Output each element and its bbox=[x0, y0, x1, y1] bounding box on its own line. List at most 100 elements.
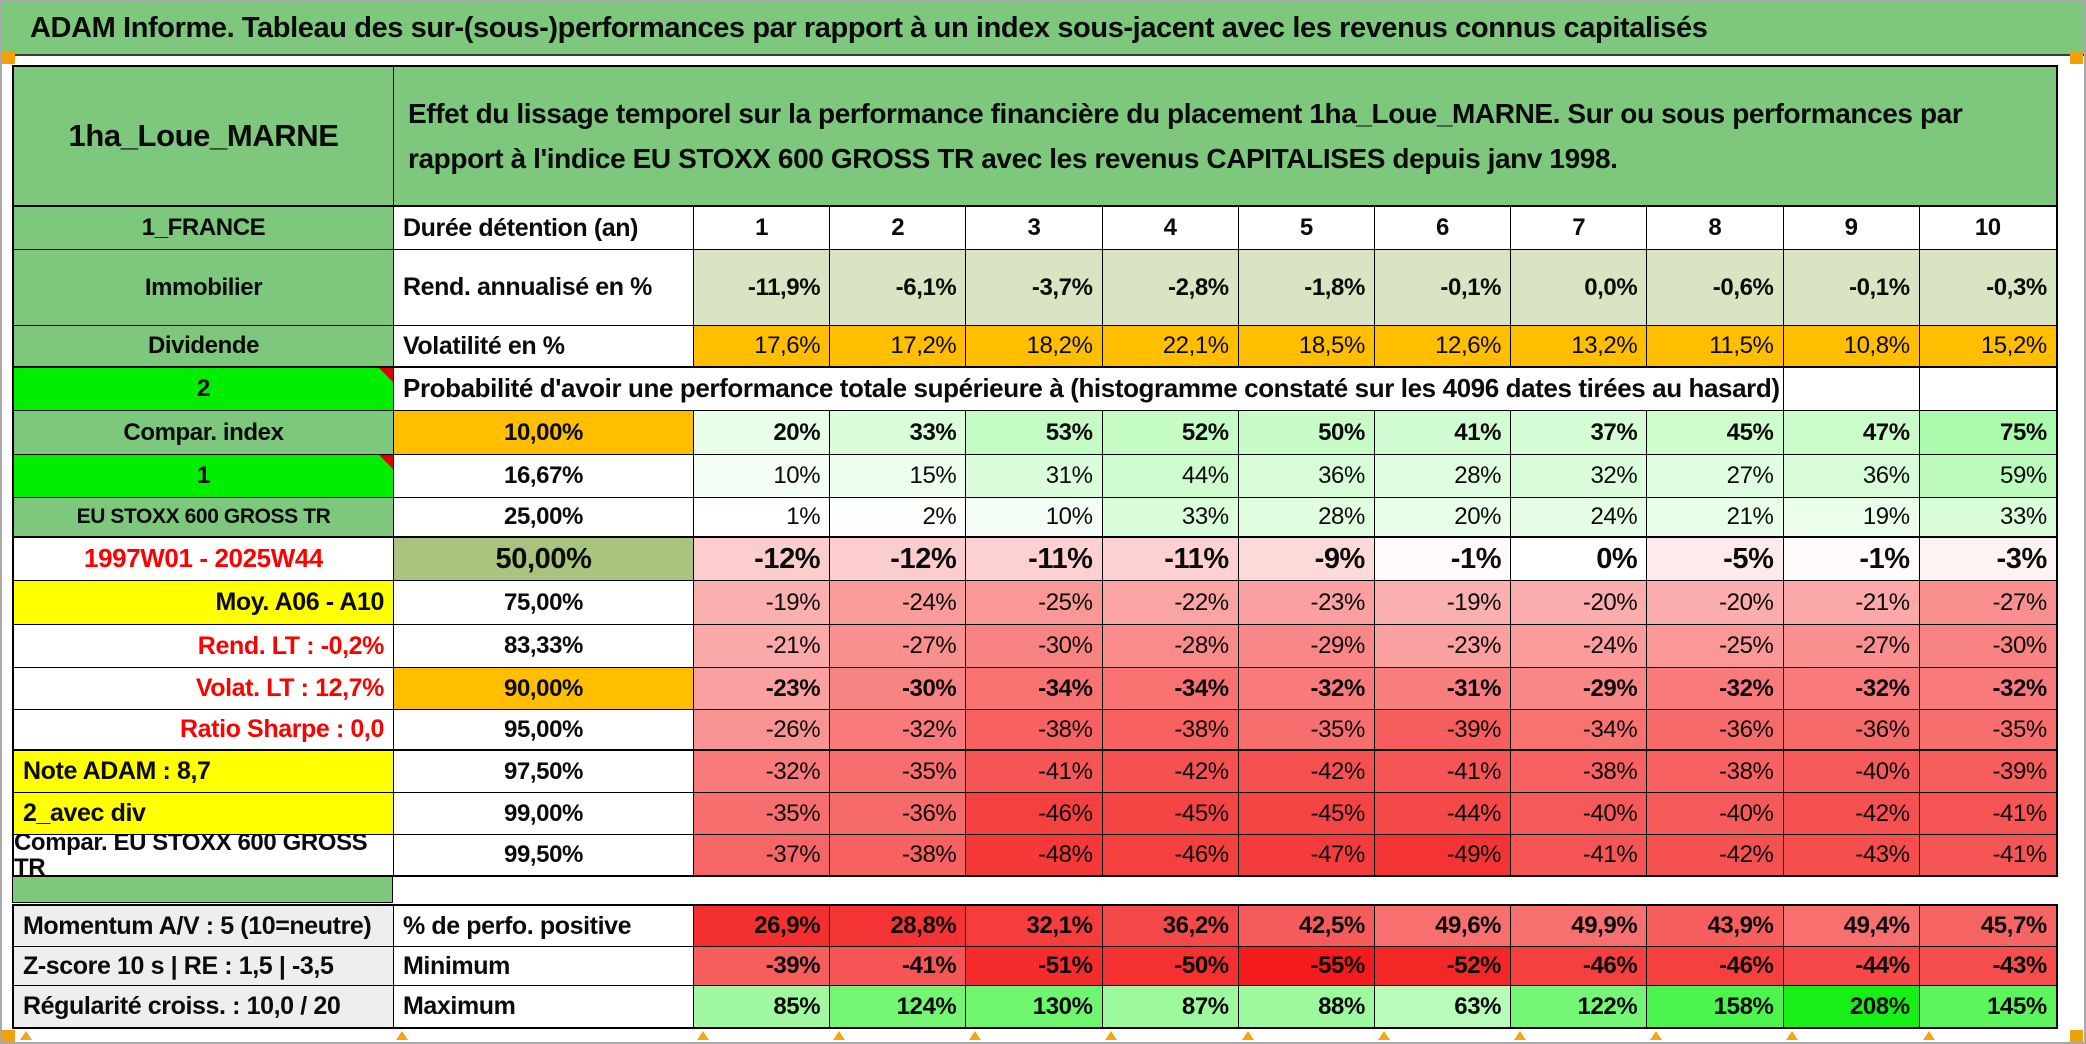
row-label-cell[interactable]: EU STOXX 600 GROSS TR bbox=[14, 498, 394, 538]
data-cell[interactable]: -27% bbox=[1919, 581, 2056, 625]
row-label-cell[interactable]: 1_FRANCE bbox=[14, 207, 394, 250]
data-cell[interactable]: 10% bbox=[966, 498, 1103, 538]
data-cell[interactable]: -42% bbox=[1783, 793, 1920, 835]
data-cell[interactable]: -41% bbox=[1919, 835, 2056, 875]
threshold-cell[interactable]: % de perfo. positive bbox=[394, 906, 694, 947]
data-cell[interactable]: 13,2% bbox=[1511, 326, 1648, 368]
data-cell[interactable]: -9% bbox=[1238, 538, 1375, 581]
data-cell[interactable]: -25% bbox=[966, 581, 1103, 625]
data-cell[interactable]: -12% bbox=[830, 538, 967, 581]
data-cell[interactable]: -24% bbox=[1511, 625, 1648, 668]
data-cell[interactable]: -32% bbox=[1647, 668, 1784, 710]
data-cell[interactable]: 85% bbox=[694, 986, 831, 1027]
data-cell[interactable]: -35% bbox=[1238, 710, 1375, 751]
data-cell[interactable]: -55% bbox=[1238, 947, 1375, 986]
data-cell[interactable]: -46% bbox=[1511, 947, 1648, 986]
data-cell[interactable]: -2,8% bbox=[1102, 250, 1239, 326]
placement-name-cell[interactable]: 1ha_Loue_MARNE bbox=[14, 67, 394, 207]
data-cell[interactable]: 4 bbox=[1102, 207, 1239, 250]
data-cell[interactable]: 41% bbox=[1374, 411, 1512, 455]
data-cell[interactable]: 6 bbox=[1374, 207, 1512, 250]
empty-cell[interactable] bbox=[1783, 368, 1920, 411]
data-cell[interactable]: 1% bbox=[694, 498, 831, 538]
data-cell[interactable]: 11,5% bbox=[1647, 326, 1784, 368]
data-cell[interactable]: -34% bbox=[1511, 710, 1648, 751]
data-cell[interactable]: -6,1% bbox=[830, 250, 967, 326]
row-label-cell[interactable]: Compar. EU STOXX 600 GROSS TR bbox=[14, 835, 394, 875]
data-cell[interactable]: 3 bbox=[966, 207, 1103, 250]
data-cell[interactable]: 27% bbox=[1647, 455, 1784, 498]
data-cell[interactable]: 52% bbox=[1102, 411, 1239, 455]
data-cell[interactable]: -25% bbox=[1647, 625, 1784, 668]
data-cell[interactable]: 124% bbox=[830, 986, 967, 1027]
data-cell[interactable]: 36% bbox=[1783, 455, 1920, 498]
threshold-cell[interactable]: Maximum bbox=[394, 986, 694, 1027]
data-cell[interactable]: 36,2% bbox=[1102, 906, 1239, 947]
data-cell[interactable]: -29% bbox=[1511, 668, 1648, 710]
data-cell[interactable]: 32,1% bbox=[966, 906, 1103, 947]
data-cell[interactable]: -12% bbox=[694, 538, 831, 581]
data-cell[interactable]: -21% bbox=[694, 625, 831, 668]
data-cell[interactable]: 32% bbox=[1511, 455, 1648, 498]
data-cell[interactable]: -39% bbox=[1919, 751, 2056, 793]
data-cell[interactable]: -40% bbox=[1647, 793, 1784, 835]
data-cell[interactable]: -52% bbox=[1374, 947, 1512, 986]
data-cell[interactable]: 75% bbox=[1919, 411, 2056, 455]
data-cell[interactable]: 42,5% bbox=[1238, 906, 1375, 947]
data-cell[interactable]: -27% bbox=[830, 625, 967, 668]
threshold-cell[interactable]: Rend. annualisé en % bbox=[394, 250, 694, 326]
data-cell[interactable]: 53% bbox=[966, 411, 1103, 455]
threshold-cell[interactable]: 97,50% bbox=[394, 751, 694, 793]
row-label-cell[interactable]: Ratio Sharpe : 0,0 bbox=[14, 710, 394, 751]
data-cell[interactable]: -1% bbox=[1783, 538, 1920, 581]
data-cell[interactable]: -3% bbox=[1919, 538, 2056, 581]
data-cell[interactable]: -38% bbox=[1647, 751, 1784, 793]
data-cell[interactable]: -32% bbox=[1919, 668, 2056, 710]
data-cell[interactable]: -46% bbox=[1102, 835, 1239, 875]
data-cell[interactable]: 49,9% bbox=[1511, 906, 1648, 947]
data-cell[interactable]: 15,2% bbox=[1919, 326, 2056, 368]
data-cell[interactable]: 9 bbox=[1783, 207, 1920, 250]
data-cell[interactable]: -31% bbox=[1374, 668, 1512, 710]
data-cell[interactable]: 88% bbox=[1238, 986, 1375, 1027]
threshold-cell[interactable]: Minimum bbox=[394, 947, 694, 986]
data-cell[interactable]: -43% bbox=[1919, 947, 2056, 986]
data-cell[interactable]: 20% bbox=[694, 411, 831, 455]
data-cell[interactable]: -5% bbox=[1647, 538, 1784, 581]
data-cell[interactable]: -35% bbox=[1919, 710, 2056, 751]
threshold-cell[interactable]: 90,00% bbox=[394, 668, 694, 710]
data-cell[interactable]: 17,2% bbox=[830, 326, 967, 368]
data-cell[interactable]: -38% bbox=[966, 710, 1103, 751]
data-cell[interactable]: -37% bbox=[694, 835, 831, 875]
data-cell[interactable]: -41% bbox=[1511, 835, 1648, 875]
data-cell[interactable]: 0% bbox=[1511, 538, 1648, 581]
row-label-cell[interactable]: 2_avec div bbox=[14, 793, 394, 835]
threshold-cell[interactable]: 99,50% bbox=[394, 835, 694, 875]
threshold-cell[interactable]: 16,67% bbox=[394, 455, 694, 498]
data-cell[interactable]: 33% bbox=[1919, 498, 2056, 538]
data-cell[interactable]: 59% bbox=[1919, 455, 2056, 498]
data-cell[interactable]: 2% bbox=[830, 498, 967, 538]
data-cell[interactable]: 49,6% bbox=[1374, 906, 1512, 947]
data-cell[interactable]: -21% bbox=[1783, 581, 1920, 625]
data-cell[interactable]: 19% bbox=[1783, 498, 1920, 538]
data-cell[interactable]: -44% bbox=[1374, 793, 1512, 835]
data-cell[interactable]: -49% bbox=[1374, 835, 1512, 875]
data-cell[interactable]: -23% bbox=[694, 668, 831, 710]
data-cell[interactable]: 33% bbox=[830, 411, 967, 455]
data-cell[interactable]: -36% bbox=[830, 793, 967, 835]
data-cell[interactable]: 28% bbox=[1238, 498, 1375, 538]
data-cell[interactable]: -42% bbox=[1102, 751, 1239, 793]
data-cell[interactable]: 10% bbox=[694, 455, 831, 498]
data-cell[interactable]: 15% bbox=[830, 455, 967, 498]
data-cell[interactable]: -36% bbox=[1783, 710, 1920, 751]
data-cell[interactable]: -30% bbox=[966, 625, 1103, 668]
data-cell[interactable]: 20% bbox=[1374, 498, 1512, 538]
data-cell[interactable]: -43% bbox=[1783, 835, 1920, 875]
data-cell[interactable]: -50% bbox=[1102, 947, 1239, 986]
data-cell[interactable]: -32% bbox=[1783, 668, 1920, 710]
threshold-cell[interactable]: 25,00% bbox=[394, 498, 694, 538]
data-cell[interactable]: -51% bbox=[966, 947, 1103, 986]
data-cell[interactable]: -0,1% bbox=[1783, 250, 1920, 326]
data-cell[interactable]: -46% bbox=[966, 793, 1103, 835]
